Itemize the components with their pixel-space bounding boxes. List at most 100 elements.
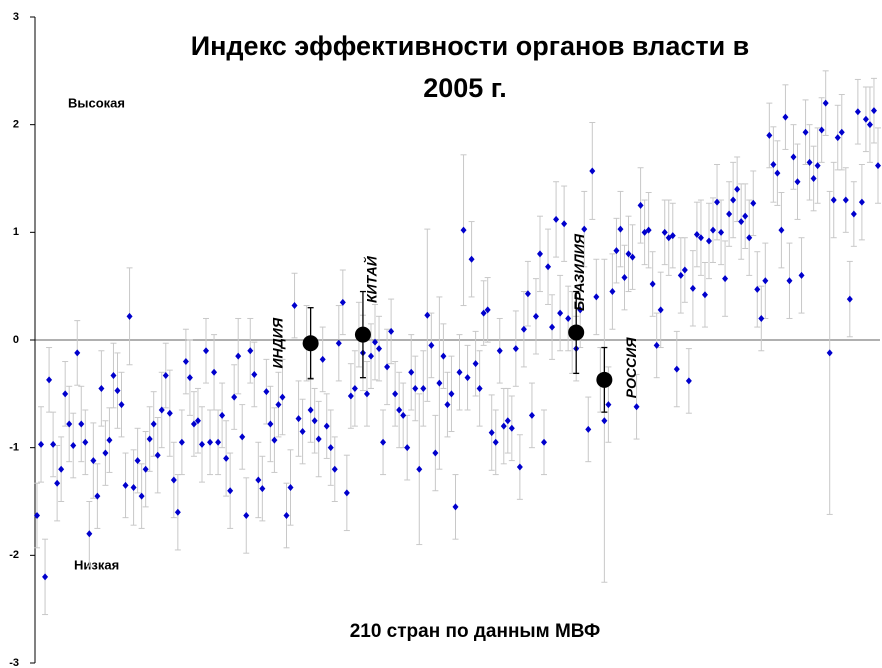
data-point bbox=[710, 226, 717, 234]
data-point bbox=[846, 295, 853, 303]
data-point bbox=[203, 347, 210, 355]
data-point bbox=[231, 393, 238, 401]
data-point bbox=[714, 198, 721, 206]
data-point bbox=[34, 511, 41, 519]
data-point bbox=[613, 247, 620, 255]
data-point bbox=[267, 420, 274, 428]
data-point bbox=[207, 438, 214, 446]
data-point bbox=[150, 420, 157, 428]
data-point bbox=[339, 298, 346, 306]
data-point bbox=[142, 465, 149, 473]
data-point bbox=[70, 442, 77, 450]
data-point bbox=[62, 390, 69, 398]
highlight-point bbox=[596, 371, 613, 388]
data-point bbox=[162, 372, 169, 380]
data-point bbox=[90, 457, 97, 465]
data-point bbox=[593, 293, 600, 301]
data-point bbox=[307, 406, 314, 414]
data-point bbox=[126, 312, 133, 320]
data-point bbox=[874, 162, 881, 170]
data-point bbox=[770, 161, 777, 169]
data-point bbox=[299, 428, 306, 436]
data-point bbox=[718, 228, 725, 236]
data-point bbox=[412, 384, 419, 392]
data-point bbox=[500, 422, 507, 430]
data-point bbox=[223, 454, 230, 462]
data-point bbox=[722, 275, 729, 283]
country-label: КИТАЙ bbox=[363, 255, 380, 303]
data-point bbox=[58, 465, 65, 473]
data-point bbox=[496, 347, 503, 355]
data-point bbox=[384, 363, 391, 371]
data-point bbox=[323, 422, 330, 430]
data-point bbox=[219, 411, 226, 419]
data-point bbox=[186, 374, 193, 382]
data-point bbox=[271, 436, 278, 444]
data-point bbox=[697, 234, 704, 242]
data-point bbox=[146, 435, 153, 443]
data-point bbox=[416, 465, 423, 473]
data-point bbox=[215, 438, 222, 446]
y-tick-label: 2 bbox=[13, 119, 19, 131]
data-point bbox=[581, 225, 588, 233]
y-tick-label: -3 bbox=[9, 657, 19, 668]
data-point bbox=[637, 201, 644, 209]
data-point bbox=[198, 440, 205, 448]
data-point bbox=[78, 420, 85, 428]
y-tick-label: -2 bbox=[9, 549, 19, 561]
data-point bbox=[826, 349, 833, 357]
data-point bbox=[649, 280, 656, 288]
data-point bbox=[170, 476, 177, 484]
data-point bbox=[850, 210, 857, 218]
data-point bbox=[689, 284, 696, 292]
data-point bbox=[609, 288, 616, 296]
highlight-point bbox=[302, 335, 319, 352]
data-point bbox=[106, 436, 113, 444]
data-point bbox=[396, 406, 403, 414]
data-point bbox=[730, 196, 737, 204]
data-point bbox=[476, 384, 483, 392]
data-point bbox=[259, 485, 266, 493]
y-tick-label: 0 bbox=[13, 334, 19, 346]
data-point bbox=[669, 232, 676, 240]
data-point bbox=[625, 250, 632, 258]
data-point bbox=[432, 449, 439, 457]
data-point bbox=[516, 463, 523, 471]
data-point bbox=[424, 311, 431, 319]
data-point bbox=[118, 401, 125, 409]
data-point bbox=[762, 277, 769, 285]
data-point bbox=[440, 352, 447, 360]
data-point bbox=[82, 438, 89, 446]
data-point bbox=[464, 374, 471, 382]
data-point bbox=[335, 339, 342, 347]
data-point bbox=[468, 255, 475, 263]
data-point bbox=[746, 234, 753, 242]
data-point bbox=[536, 250, 543, 258]
data-point bbox=[541, 438, 548, 446]
y-tick-label: 3 bbox=[13, 11, 19, 23]
data-point bbox=[830, 196, 837, 204]
data-point bbox=[653, 341, 660, 349]
high-label: Высокая bbox=[68, 95, 125, 110]
chart-title: Индекс эффективности органов власти в bbox=[191, 31, 750, 61]
country-label: ИНДИЯ bbox=[269, 317, 285, 368]
data-point bbox=[102, 449, 109, 457]
data-point bbox=[400, 411, 407, 419]
data-point bbox=[428, 341, 435, 349]
data-point bbox=[134, 457, 141, 465]
data-point bbox=[74, 349, 81, 357]
data-point bbox=[750, 199, 757, 207]
data-point bbox=[343, 489, 350, 497]
data-point bbox=[460, 226, 467, 234]
data-point bbox=[838, 128, 845, 136]
chart-subtitle: 2005 г. bbox=[423, 73, 507, 103]
y-tick-label: 1 bbox=[13, 226, 19, 238]
data-point bbox=[774, 169, 781, 177]
data-point bbox=[794, 178, 801, 186]
data-point bbox=[174, 508, 181, 516]
data-point bbox=[557, 309, 564, 317]
data-point bbox=[734, 185, 741, 193]
data-point bbox=[854, 108, 861, 116]
data-point bbox=[275, 401, 282, 409]
